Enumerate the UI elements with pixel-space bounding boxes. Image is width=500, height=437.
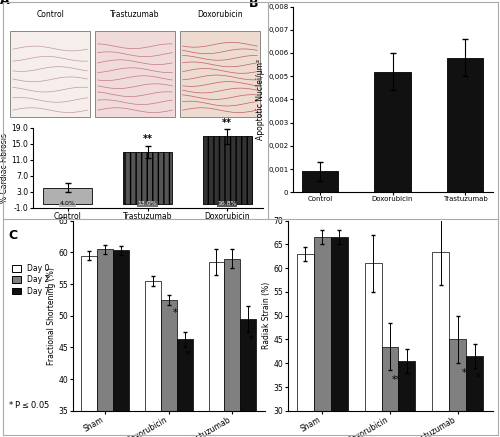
Y-axis label: Radiak Strain (%): Radiak Strain (%) [262, 282, 271, 349]
Text: *: * [172, 308, 178, 318]
Bar [432, 252, 450, 437]
Bar [364, 264, 382, 437]
Text: *: * [462, 368, 467, 378]
Text: B: B [248, 0, 258, 10]
Bar [161, 300, 176, 437]
Text: **: ** [142, 135, 152, 145]
Bar [374, 72, 410, 192]
Legend: Day 0, Day 2, Day 7: Day 0, Day 2, Day 7 [12, 264, 50, 296]
Bar [224, 259, 240, 437]
Bar [82, 256, 97, 437]
Text: C: C [8, 229, 17, 242]
Text: 16.8%: 16.8% [218, 201, 237, 206]
Text: **: ** [222, 118, 232, 128]
Bar [123, 152, 172, 204]
Bar [176, 339, 192, 437]
Bar [145, 281, 161, 437]
Y-axis label: % Cardiac Fibrosis: % Cardiac Fibrosis [0, 133, 8, 203]
Text: 4.0%: 4.0% [60, 201, 76, 206]
Bar [302, 171, 338, 192]
Bar [95, 31, 175, 117]
Bar [382, 347, 398, 437]
Bar [43, 187, 92, 204]
Text: Control: Control [36, 10, 64, 19]
Bar [466, 356, 483, 437]
Text: Trastuzumab: Trastuzumab [110, 10, 160, 19]
Bar [202, 136, 252, 204]
Text: **: ** [392, 375, 402, 385]
Bar [450, 340, 466, 437]
Text: * P$\leq$0.05: * P$\leq$0.05 [8, 399, 50, 410]
Text: *: * [476, 373, 480, 383]
Text: *: * [186, 350, 190, 360]
Bar [297, 254, 314, 437]
Bar [180, 31, 260, 117]
Bar [10, 31, 90, 117]
Text: *: * [249, 335, 254, 345]
Bar [97, 249, 113, 437]
Y-axis label: Fractional Shortening (%): Fractional Shortening (%) [47, 267, 56, 364]
Text: Doxorubicin: Doxorubicin [197, 10, 242, 19]
Bar [208, 262, 224, 437]
Y-axis label: Apoptotic Nuclei/μm²: Apoptotic Nuclei/μm² [256, 59, 266, 140]
Bar [113, 250, 129, 437]
Text: A: A [0, 0, 10, 7]
Bar [240, 319, 256, 437]
Bar [330, 237, 347, 437]
Text: 13.0%: 13.0% [138, 201, 158, 206]
Bar [314, 237, 330, 437]
Bar [398, 361, 415, 437]
Bar [447, 58, 484, 192]
